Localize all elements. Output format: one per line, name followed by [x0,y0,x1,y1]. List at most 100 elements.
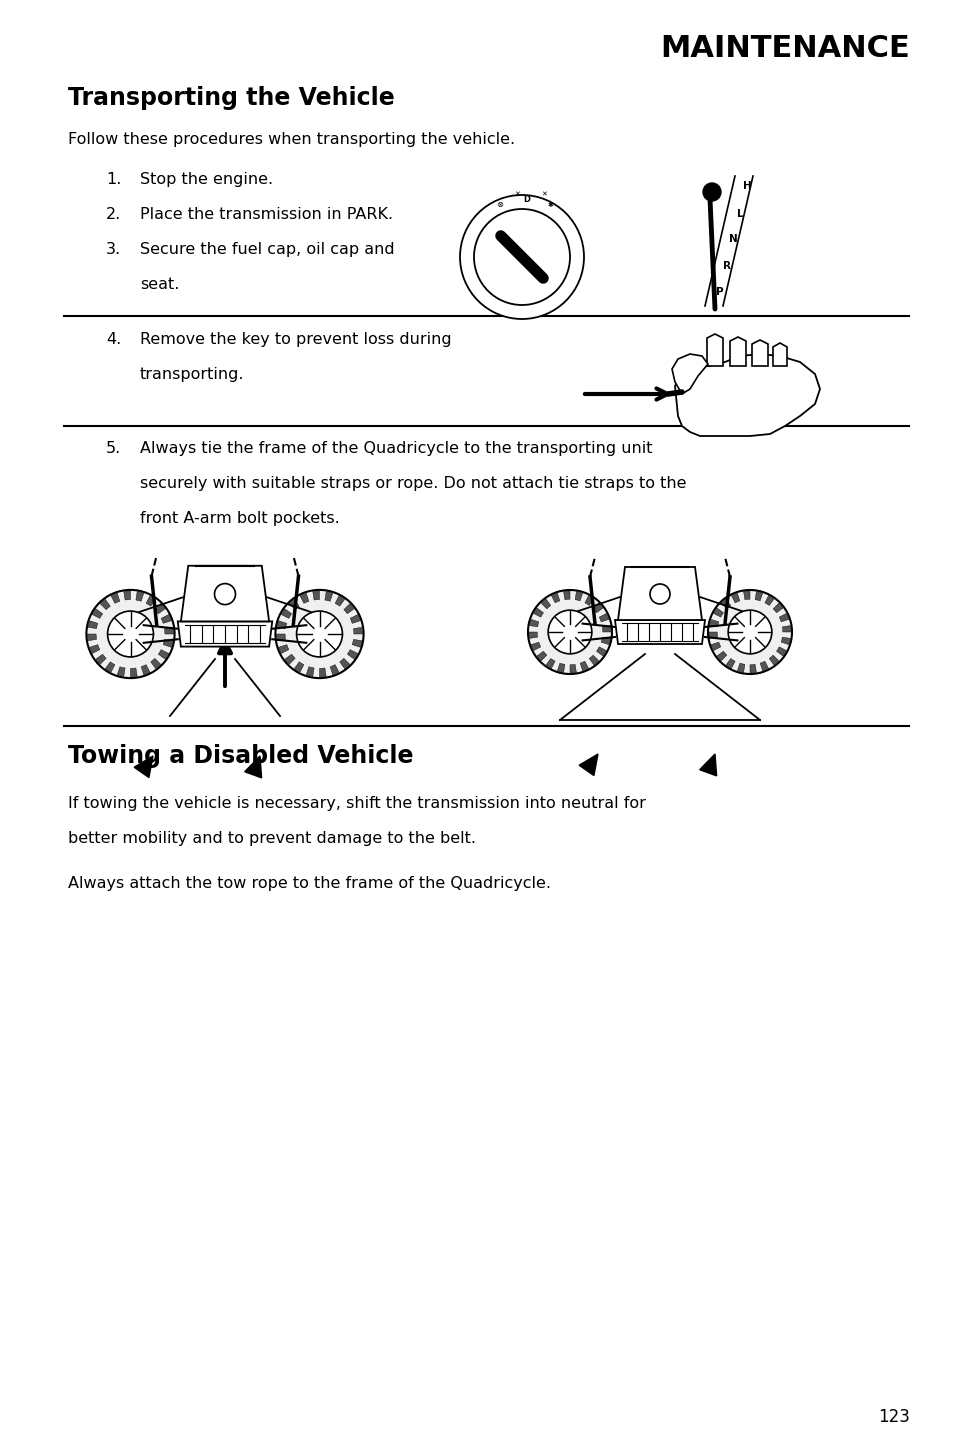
Polygon shape [154,603,165,614]
Polygon shape [325,592,333,602]
Text: Remove the key to prevent loss during: Remove the key to prevent loss during [140,332,451,348]
Polygon shape [533,608,543,616]
Polygon shape [716,651,726,662]
Polygon shape [772,343,786,366]
Polygon shape [330,664,338,675]
Polygon shape [671,353,707,394]
Polygon shape [575,592,582,601]
Polygon shape [589,656,598,666]
Text: D: D [523,195,530,205]
Polygon shape [90,644,100,654]
Circle shape [296,611,342,657]
Polygon shape [764,595,774,605]
Text: ✕: ✕ [514,192,519,198]
Text: front A-arm bolt pockets.: front A-arm bolt pockets. [140,510,339,526]
Polygon shape [141,664,150,675]
Polygon shape [87,634,96,641]
Text: Place the transmission in PARK.: Place the transmission in PARK. [140,206,393,222]
Circle shape [275,590,363,678]
Polygon shape [760,662,768,672]
Polygon shape [600,637,610,644]
Polygon shape [100,599,111,609]
Polygon shape [755,592,761,601]
Polygon shape [164,627,173,634]
Polygon shape [530,643,540,651]
Circle shape [727,611,771,654]
Polygon shape [781,637,790,644]
Polygon shape [737,663,744,673]
Polygon shape [781,625,790,632]
Polygon shape [284,654,294,664]
Text: securely with suitable straps or rope. Do not attach tie straps to the: securely with suitable straps or rope. D… [140,475,686,491]
Text: transporting.: transporting. [140,366,244,382]
Polygon shape [306,667,314,676]
Polygon shape [551,593,559,603]
Polygon shape [163,640,173,647]
Polygon shape [117,667,125,676]
Polygon shape [742,590,749,599]
Circle shape [108,611,153,657]
Circle shape [87,590,174,678]
Polygon shape [579,662,588,672]
Polygon shape [88,621,98,628]
Text: seat.: seat. [140,278,179,292]
Polygon shape [596,647,606,656]
Text: 123: 123 [877,1407,909,1426]
Text: 5.: 5. [106,441,121,457]
Polygon shape [319,667,326,678]
Polygon shape [578,755,598,775]
Text: better mobility and to prevent damage to the belt.: better mobility and to prevent damage to… [68,832,476,846]
Text: Always tie the frame of the Quadricycle to the transporting unit: Always tie the frame of the Quadricycle … [140,441,652,457]
Text: R: R [722,262,730,270]
Polygon shape [181,566,269,621]
Polygon shape [131,667,137,678]
Polygon shape [776,647,786,656]
Polygon shape [540,599,550,609]
Polygon shape [347,650,357,660]
Polygon shape [134,756,152,778]
Polygon shape [699,755,716,776]
Polygon shape [710,643,720,651]
Text: MAINTENANCE: MAINTENANCE [659,33,909,63]
Text: Towing a Disabled Vehicle: Towing a Disabled Vehicle [68,744,413,768]
Polygon shape [354,627,362,634]
Polygon shape [537,651,546,662]
Text: Transporting the Vehicle: Transporting the Vehicle [68,86,395,111]
Polygon shape [161,615,172,624]
Text: Stop the engine.: Stop the engine. [140,172,273,188]
Text: Always attach the tow rope to the frame of the Quadricycle.: Always attach the tow rope to the frame … [68,875,551,891]
Text: L: L [736,209,742,220]
Circle shape [527,590,612,675]
Polygon shape [335,596,345,606]
Polygon shape [709,619,719,627]
Polygon shape [352,640,362,647]
Polygon shape [299,593,309,603]
Polygon shape [245,756,261,778]
Polygon shape [779,614,788,622]
Polygon shape [528,632,537,638]
Polygon shape [276,621,287,628]
Text: H: H [741,180,751,190]
Polygon shape [281,609,292,618]
Polygon shape [313,590,319,601]
Polygon shape [713,608,722,616]
Circle shape [707,590,791,675]
Polygon shape [135,592,144,602]
Polygon shape [124,590,131,601]
Polygon shape [339,659,350,669]
Polygon shape [276,634,285,641]
Circle shape [702,183,720,201]
Text: N: N [728,234,737,244]
Text: Secure the fuel cap, oil cap and: Secure the fuel cap, oil cap and [140,241,395,257]
Polygon shape [615,619,704,644]
Polygon shape [593,603,602,612]
Text: ✱: ✱ [546,202,553,208]
Polygon shape [729,337,745,366]
Polygon shape [768,656,779,666]
Polygon shape [529,619,538,627]
Polygon shape [708,632,717,638]
Polygon shape [563,590,569,599]
Polygon shape [601,625,611,632]
Circle shape [459,195,583,318]
Text: Follow these procedures when transporting the vehicle.: Follow these procedures when transportin… [68,132,515,147]
